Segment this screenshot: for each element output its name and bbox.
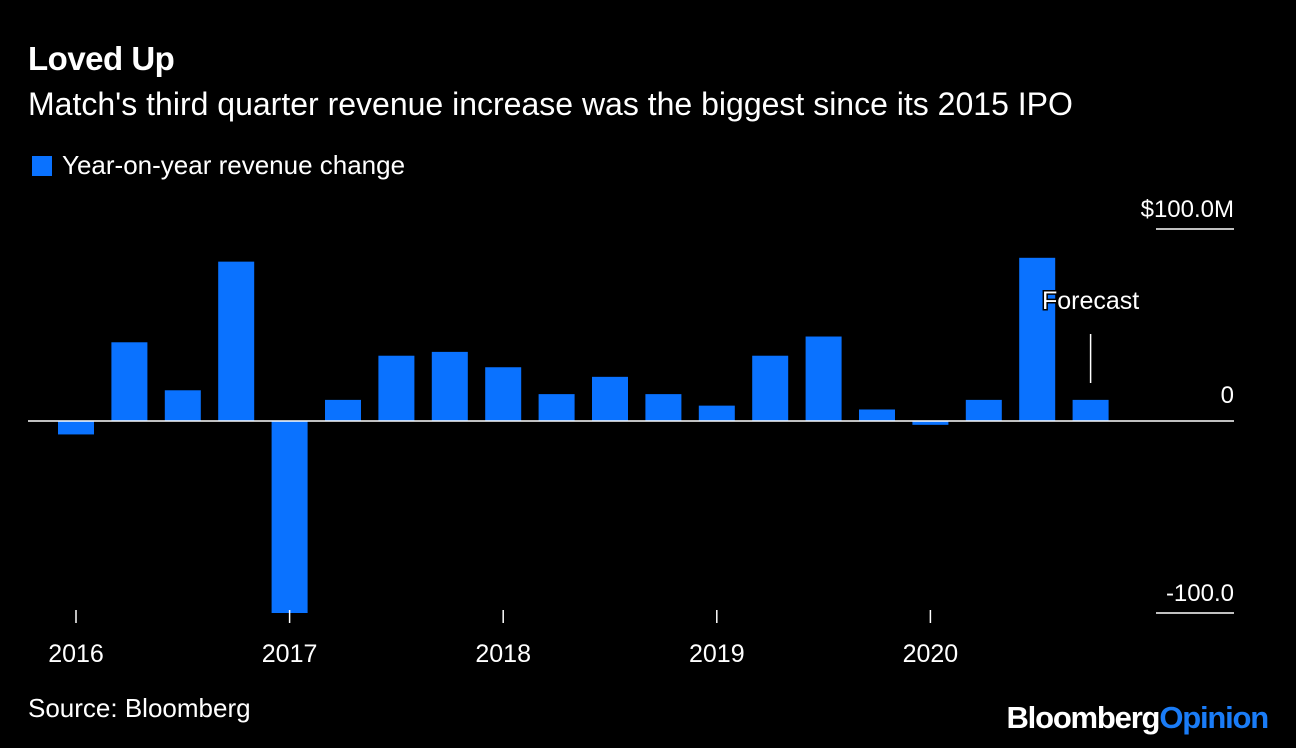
bar <box>1072 399 1109 421</box>
x-tick-label: 2019 <box>689 640 745 668</box>
bar <box>378 355 415 421</box>
bar <box>325 399 361 421</box>
forecast-label: Forecast <box>1042 287 1139 315</box>
chart-subtitle: Match's third quarter revenue increase w… <box>28 86 1073 122</box>
bar <box>485 367 522 421</box>
bar <box>431 351 468 421</box>
legend-label: Year-on-year revenue change <box>62 150 406 180</box>
logo-opinion: Opinion <box>1159 700 1269 735</box>
bar <box>965 399 1002 421</box>
bar <box>58 421 94 435</box>
bar <box>805 336 842 421</box>
bar <box>111 342 148 421</box>
bloomberg-opinion-logo: BloombergOpinion <box>1006 700 1269 736</box>
bar <box>1019 257 1056 421</box>
bar <box>752 355 789 421</box>
x-tick-label: 2016 <box>48 640 104 668</box>
bar <box>912 421 949 425</box>
x-tick-label: 2018 <box>475 640 531 668</box>
x-tick-label: 2017 <box>262 640 318 668</box>
bar <box>271 421 308 613</box>
bar <box>859 409 895 421</box>
y-tick-label: -100.0 <box>1166 580 1234 607</box>
bar <box>698 405 735 421</box>
bar <box>645 394 682 421</box>
y-tick-label: 0 <box>1221 382 1234 409</box>
legend: Year-on-year revenue change <box>32 150 405 181</box>
bar <box>218 261 255 421</box>
bar <box>538 394 575 421</box>
x-tick-label: 2020 <box>903 640 959 668</box>
chart-title: Loved Up <box>28 40 175 77</box>
source-note: Source: Bloomberg <box>28 693 251 723</box>
bar <box>592 376 628 421</box>
y-tick-label: $100.0M <box>1141 196 1234 223</box>
legend-swatch <box>32 155 52 176</box>
bar <box>164 390 201 421</box>
logo-bloomberg: Bloomberg <box>1006 700 1160 735</box>
